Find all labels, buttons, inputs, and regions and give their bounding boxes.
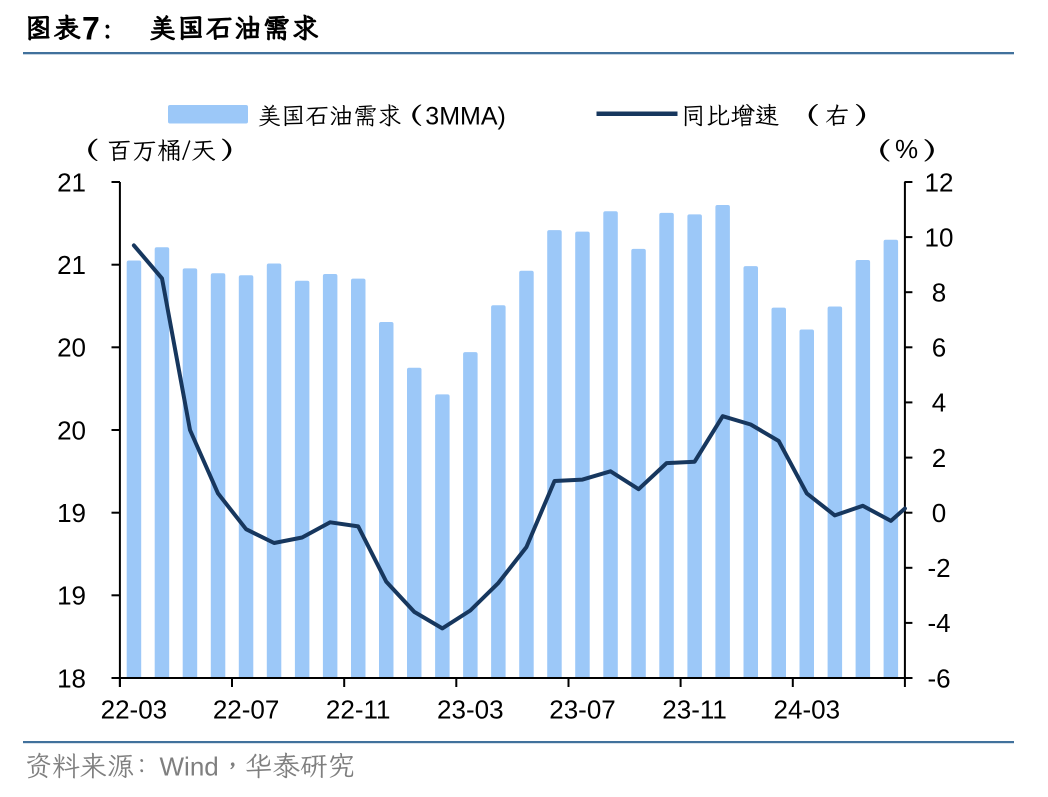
svg-text:23-11: 23-11: [662, 695, 727, 725]
svg-text:10: 10: [925, 222, 954, 252]
svg-text:23-03: 23-03: [437, 695, 504, 725]
svg-text:20: 20: [57, 333, 86, 363]
svg-text:%: %: [895, 134, 918, 164]
svg-text:-6: -6: [927, 663, 950, 693]
svg-text:Wind: Wind: [160, 752, 219, 782]
svg-text:23-07: 23-07: [549, 695, 616, 725]
svg-text:3MMA): 3MMA): [425, 103, 506, 131]
svg-text:0: 0: [932, 498, 946, 528]
svg-text:-2: -2: [927, 553, 950, 583]
svg-text:12: 12: [925, 167, 954, 197]
svg-text:22-11: 22-11: [326, 695, 391, 725]
svg-text:4: 4: [932, 388, 946, 418]
svg-text:22-07: 22-07: [213, 695, 280, 725]
svg-text:19: 19: [57, 498, 86, 528]
svg-text:20: 20: [57, 415, 86, 445]
svg-text:21: 21: [57, 250, 86, 280]
svg-text:18: 18: [57, 663, 86, 693]
svg-text:-4: -4: [927, 608, 950, 638]
svg-text:2: 2: [932, 443, 946, 473]
svg-text:19: 19: [57, 581, 86, 611]
svg-text:8: 8: [932, 278, 946, 308]
svg-text:24-03: 24-03: [774, 695, 841, 725]
svg-text:22-03: 22-03: [101, 695, 168, 725]
svg-text:21: 21: [57, 167, 86, 197]
svg-text:6: 6: [932, 333, 946, 363]
svg-text:7: 7: [82, 11, 100, 47]
